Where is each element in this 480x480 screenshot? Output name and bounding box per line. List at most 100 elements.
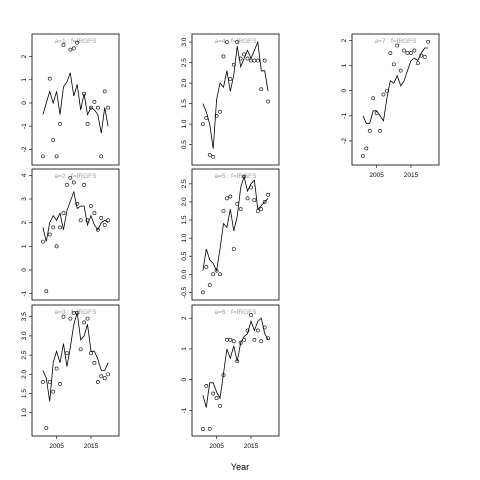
data-point (204, 265, 209, 269)
x-tick-label: 2015 (84, 443, 99, 450)
data-point (391, 62, 396, 67)
data-point (252, 337, 257, 342)
data-point (235, 201, 240, 206)
y-tick-label: 1.5 (181, 99, 188, 108)
data-point (58, 121, 62, 126)
data-point (89, 105, 93, 110)
data-point (85, 121, 90, 126)
data-point (58, 382, 62, 386)
y-tick-label: -2 (21, 146, 28, 152)
x-tick-label: 2005 (209, 443, 224, 450)
data-point (89, 351, 93, 356)
data-point (99, 154, 104, 159)
data-point (82, 91, 86, 96)
data-point (207, 427, 212, 431)
data-point (106, 105, 111, 110)
y-tick-label: 0 (21, 268, 28, 272)
y-tick-label: 2 (21, 220, 28, 224)
data-point (252, 198, 257, 203)
data-point (262, 58, 267, 63)
data-point (68, 316, 73, 321)
data-point (221, 209, 226, 213)
data-point (200, 290, 205, 295)
y-tick-label: 3.0 (21, 331, 28, 340)
data-point (235, 40, 240, 45)
data-point (249, 313, 253, 318)
data-point (54, 244, 59, 249)
panel-frame (351, 33, 440, 166)
y-tick-label: 2 (341, 38, 348, 42)
data-point (61, 43, 66, 47)
data-point (51, 389, 56, 394)
data-point (371, 96, 376, 101)
data-point (214, 114, 219, 118)
data-point (61, 211, 66, 216)
data-point (92, 211, 97, 216)
data-point (40, 239, 45, 244)
data-point (51, 225, 56, 230)
data-point (204, 383, 209, 388)
data-point (75, 201, 80, 206)
data-point (225, 40, 229, 45)
data-point (102, 89, 107, 94)
x-tick-label: 2005 (369, 172, 384, 179)
panel-frame (191, 304, 280, 437)
data-point (102, 376, 107, 381)
data-point (249, 58, 253, 63)
y-tick-label: -1 (341, 113, 348, 119)
data-point (398, 68, 403, 73)
data-point (255, 58, 260, 63)
data-point (68, 175, 73, 180)
data-point (238, 207, 243, 212)
data-point (255, 328, 260, 333)
data-point (426, 39, 431, 44)
y-tick-label: 1.5 (21, 389, 28, 398)
data-point (47, 232, 52, 237)
y-tick-label: 1.0 (181, 119, 188, 128)
panel-4: a=2 : f=IRGFS -1 0 1 2 3 4 (21, 168, 120, 301)
data-point (231, 62, 236, 67)
panel-title: a=7 : f=IRGFS (375, 38, 418, 45)
y-tick-label: 1.5 (181, 215, 188, 224)
data-point (259, 339, 264, 344)
data-point (238, 340, 243, 345)
data-point (71, 180, 76, 185)
data-point (242, 174, 246, 179)
data-point (40, 380, 45, 384)
data-point (75, 40, 80, 45)
panel-frame (191, 168, 280, 301)
series-line (42, 72, 109, 134)
x-tick-label: 2005 (49, 443, 64, 450)
y-tick-label: 1 (341, 63, 348, 67)
series-line (42, 190, 109, 242)
series-line (202, 317, 269, 408)
y-tick-label: 2 (181, 316, 188, 320)
data-point (225, 337, 229, 342)
y-tick-label: 2.0 (181, 197, 188, 206)
y-tick-label: 2.5 (21, 350, 28, 359)
data-point (235, 359, 240, 364)
y-tick-label: 2.0 (21, 369, 28, 378)
data-point (228, 77, 233, 81)
data-point (95, 105, 100, 110)
series-line (202, 175, 269, 273)
data-point (47, 380, 52, 384)
y-tick-label: 0.5 (181, 140, 188, 149)
data-point (78, 347, 83, 352)
data-point (262, 325, 267, 330)
data-point (367, 128, 372, 133)
data-point (255, 209, 260, 213)
data-point (78, 218, 83, 223)
data-point (40, 154, 45, 159)
series-line (362, 47, 429, 124)
data-point (412, 48, 417, 53)
y-tick-label: 2.5 (181, 179, 188, 188)
y-tick-label: 1.0 (21, 408, 28, 417)
x-tick-label: 2015 (244, 443, 259, 450)
series-line (42, 312, 109, 402)
data-point (388, 51, 393, 55)
data-point (99, 216, 104, 220)
data-point (259, 207, 264, 212)
data-point (95, 380, 100, 384)
